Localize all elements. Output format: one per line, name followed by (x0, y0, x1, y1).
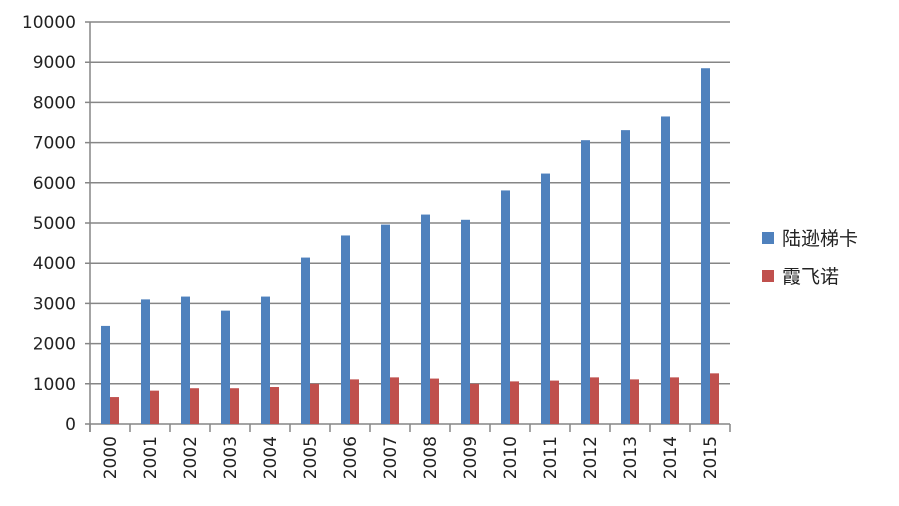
legend-item-series-1: 霞飞诺 (762, 262, 839, 289)
y-tick-label: 7000 (33, 134, 76, 154)
bar-霞飞诺-2011 (550, 380, 559, 424)
y-tick-label: 9000 (33, 53, 76, 73)
x-tick-label: 2006 (341, 436, 361, 479)
bar-霞飞诺-2010 (510, 381, 519, 424)
x-tick-label: 2004 (261, 436, 281, 479)
legend-label: 霞飞诺 (782, 266, 840, 288)
bar-陆逊梯卡-2003 (221, 310, 230, 424)
bar-霞飞诺-2009 (470, 383, 479, 424)
bar-霞飞诺-2004 (270, 387, 279, 424)
bar-陆逊梯卡-2013 (621, 130, 630, 424)
y-tick-label: 4000 (33, 254, 76, 274)
y-tick-label: 3000 (33, 294, 76, 314)
x-tick-label: 2001 (141, 436, 161, 479)
bar-陆逊梯卡-2008 (421, 214, 430, 424)
x-tick-label: 2005 (301, 436, 321, 479)
y-tick-label: 6000 (33, 174, 76, 194)
bar-陆逊梯卡-2009 (461, 219, 470, 424)
legend-label: 陆逊梯卡 (782, 228, 859, 250)
y-tick-label: 8000 (33, 93, 76, 113)
bar-陆逊梯卡-2007 (381, 224, 390, 424)
y-tick-label: 2000 (33, 335, 76, 355)
y-tick-label: 0 (65, 415, 76, 435)
bar-陆逊梯卡-2004 (261, 296, 270, 424)
bar-霞飞诺-2007 (390, 377, 399, 424)
x-tick-label: 2012 (581, 436, 601, 479)
bar-霞飞诺-2008 (430, 378, 439, 424)
x-tick-label: 2013 (621, 436, 641, 479)
bar-陆逊梯卡-2014 (661, 116, 670, 424)
y-tick-label: 5000 (33, 214, 76, 234)
bar-霞飞诺-2013 (630, 379, 639, 424)
x-tick-label: 2000 (101, 436, 121, 479)
x-tick-label: 2010 (501, 436, 521, 479)
x-tick-label: 2015 (701, 436, 721, 479)
bar-陆逊梯卡-2000 (101, 325, 110, 424)
bar-霞飞诺-2012 (590, 377, 599, 424)
x-tick-label: 2008 (421, 436, 441, 479)
x-tick-label: 2014 (661, 436, 681, 479)
bar-陆逊梯卡-2015 (701, 68, 710, 424)
bar-霞飞诺-2002 (190, 388, 199, 424)
x-tick-label: 2009 (461, 436, 481, 479)
bar-霞飞诺-2005 (310, 383, 319, 424)
x-tick-label: 2003 (221, 436, 241, 479)
bar-陆逊梯卡-2001 (141, 299, 150, 424)
legend-item-series-0: 陆逊梯卡 (762, 224, 858, 251)
y-tick-label: 10000 (22, 13, 76, 33)
bar-陆逊梯卡-2006 (341, 235, 350, 424)
bar-霞飞诺-2000 (110, 397, 119, 424)
legend-swatch (762, 231, 774, 244)
bar-霞飞诺-2003 (230, 388, 239, 424)
x-tick-label: 2002 (181, 436, 201, 479)
bar-陆逊梯卡-2005 (301, 257, 310, 424)
x-tick-label: 2011 (541, 436, 561, 479)
bar-霞飞诺-2015 (710, 373, 719, 424)
bar-霞飞诺-2006 (350, 379, 359, 424)
legend-swatch (762, 269, 774, 282)
bar-霞飞诺-2001 (150, 390, 159, 424)
x-tick-label: 2007 (381, 436, 401, 479)
y-tick-label: 1000 (33, 375, 76, 395)
bar-陆逊梯卡-2012 (581, 140, 590, 425)
bar-霞飞诺-2014 (670, 377, 679, 424)
bar-陆逊梯卡-2002 (181, 296, 190, 424)
bar-陆逊梯卡-2010 (501, 190, 510, 424)
bar-陆逊梯卡-2011 (541, 173, 550, 424)
